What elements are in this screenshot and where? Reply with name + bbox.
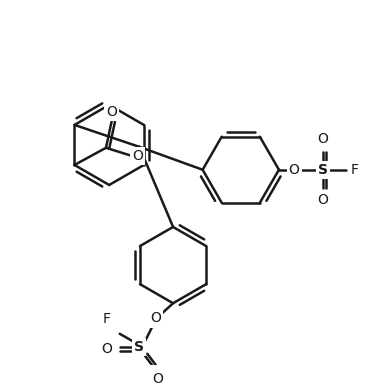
Text: O: O xyxy=(132,149,143,164)
Text: F: F xyxy=(350,163,358,177)
Text: O: O xyxy=(289,163,300,177)
Text: O: O xyxy=(106,105,117,119)
Text: O: O xyxy=(317,193,328,207)
Text: F: F xyxy=(102,313,110,326)
Text: S: S xyxy=(318,163,328,177)
Text: O: O xyxy=(151,311,161,326)
Text: O: O xyxy=(152,372,163,383)
Text: O: O xyxy=(101,342,112,356)
Text: S: S xyxy=(134,340,144,354)
Text: O: O xyxy=(317,132,328,146)
